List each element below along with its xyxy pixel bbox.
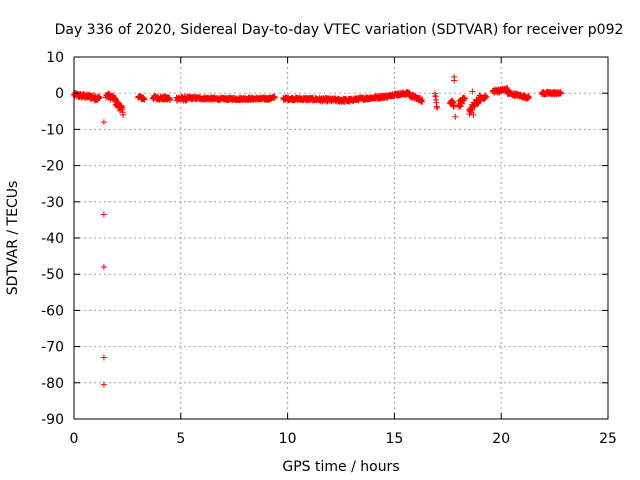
y-tick-label: -30 [41,195,64,211]
data-point [271,94,278,101]
y-tick-label: -50 [41,267,64,283]
y-tick-label: -10 [41,122,64,138]
data-point [96,94,103,101]
data-point [100,119,107,126]
data-point [452,113,459,120]
data-point [100,381,107,388]
x-tick-label: 0 [70,431,79,447]
x-axis-title: GPS time / hours [282,459,399,475]
x-tick-label: 20 [492,431,510,447]
data-point [461,95,468,102]
y-tick-label: -60 [41,303,64,319]
data-point [434,104,441,111]
data-point [113,96,120,103]
data-point [100,211,107,218]
y-tick-label: 0 [55,86,64,102]
y-tick-label: -80 [41,376,64,392]
data-point [459,100,466,107]
data-point [525,95,532,102]
data-point [470,111,477,118]
data-point [451,102,458,109]
x-tick-label: 5 [176,431,185,447]
x-tick-label: 10 [279,431,297,447]
data-point [419,98,426,105]
y-tick-label: 10 [46,50,64,66]
data-point [483,93,490,100]
y-tick-label: -90 [41,412,64,428]
data-point [100,263,107,270]
y-tick-label: -70 [41,340,64,356]
y-tick-label: -40 [41,231,64,247]
data-point [469,88,476,95]
data-point [451,77,458,84]
chart-title: Day 336 of 2020, Sidereal Day-to-day VTE… [55,22,624,38]
x-tick-label: 25 [599,431,617,447]
data-series [71,73,565,388]
data-point [120,111,127,118]
data-point [100,354,107,361]
data-point [167,96,174,103]
y-tick-label: -20 [41,159,64,175]
data-point [558,90,565,97]
data-point [141,96,148,103]
x-tick-label: 15 [385,431,403,447]
y-axis-title: SDTVAR / TECUs [5,181,21,296]
axis-ticks: 0 5 10 15 20 25 10 0 -10 -20 -30 -40 -50 -60 -70 -80 -90 [41,50,617,447]
